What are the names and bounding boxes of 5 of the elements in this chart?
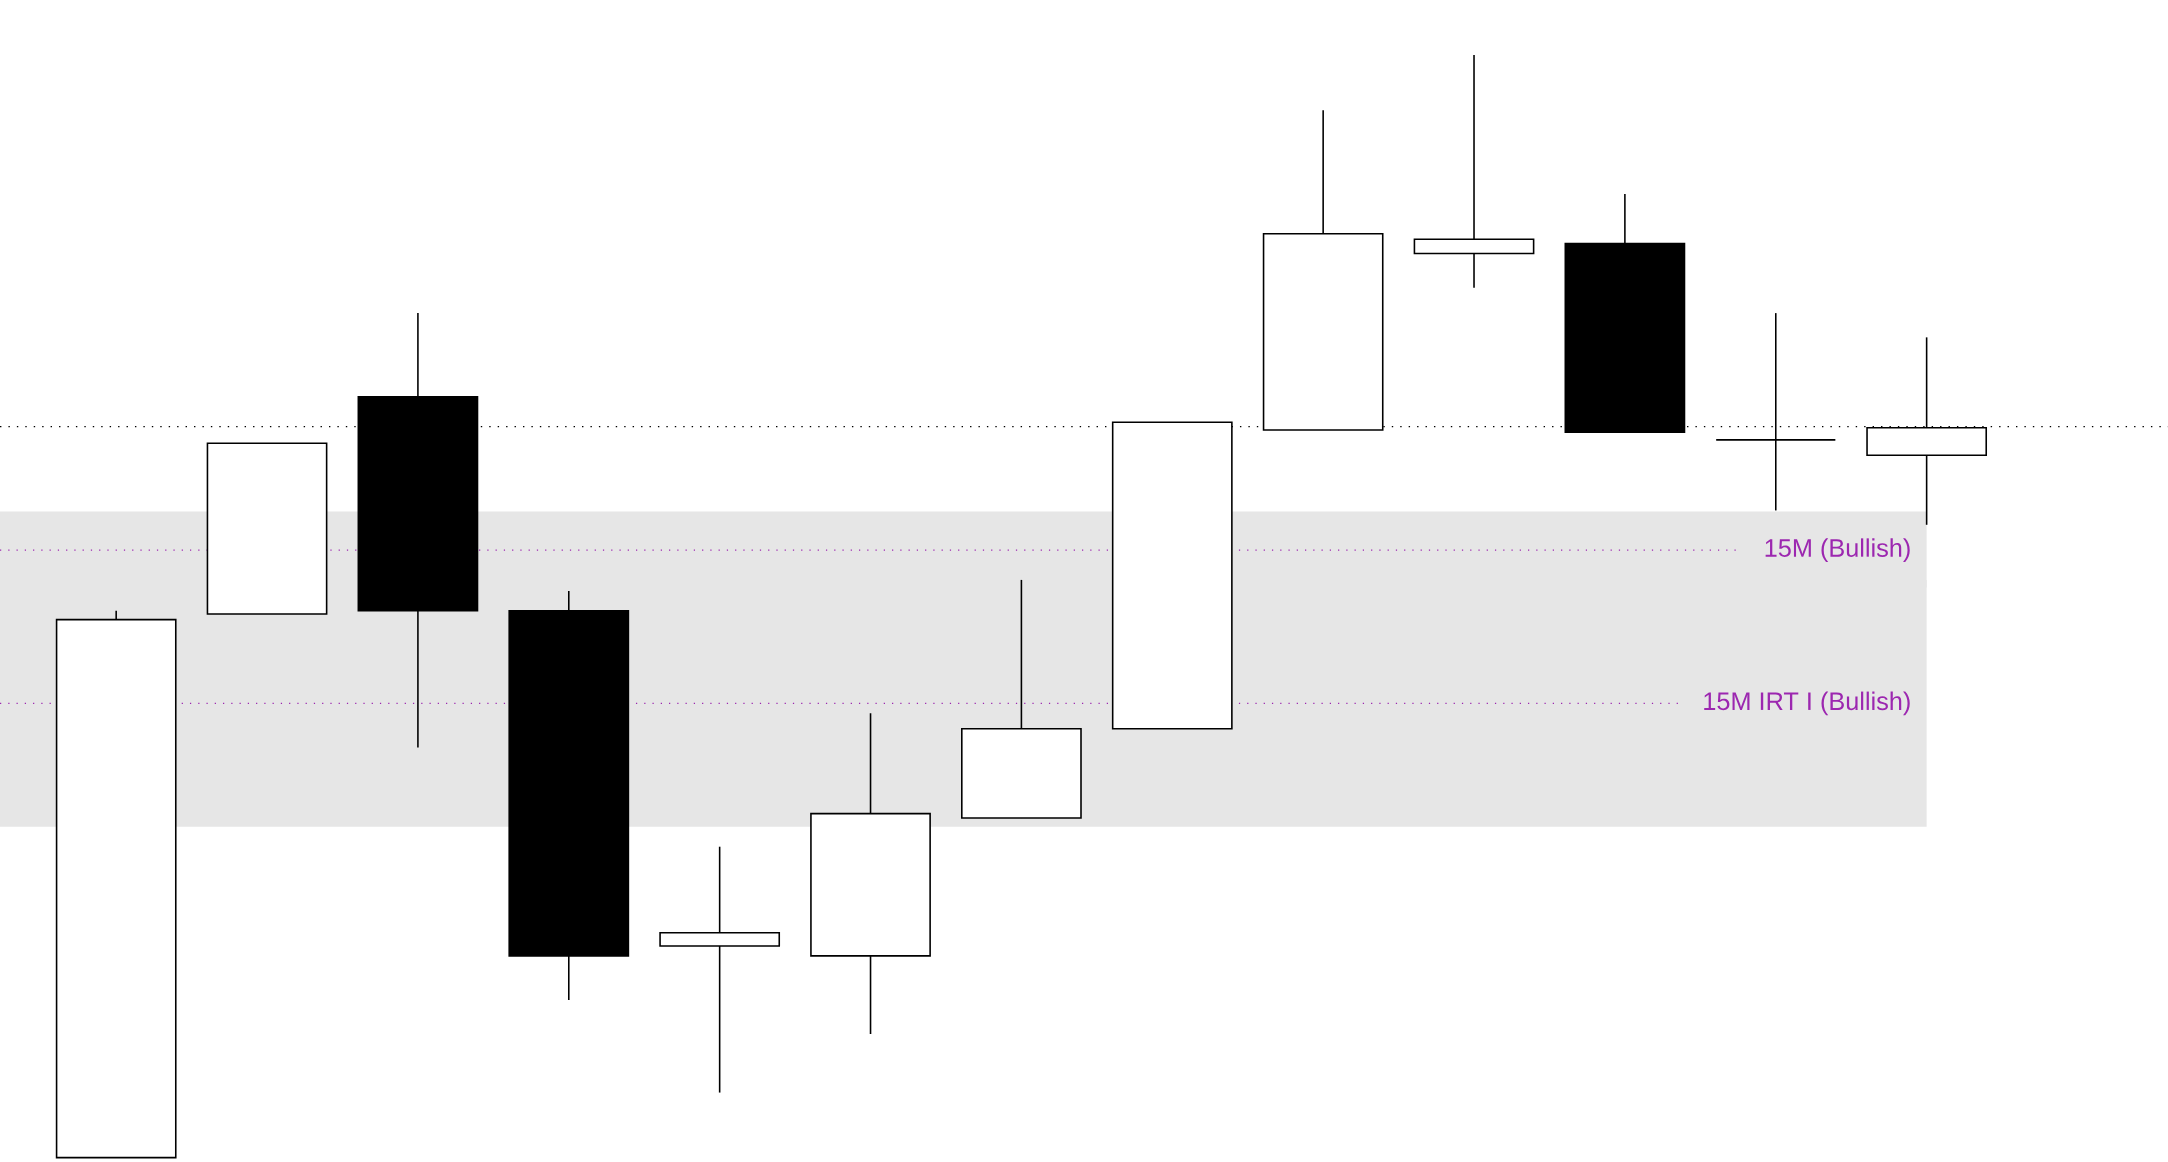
- ref-line-label: 15M IRT I (Bullish): [1704, 691, 1910, 716]
- candlestick: [659, 845, 781, 1094]
- ref-line-label: 15M (Bullish): [1765, 538, 1910, 562]
- candlestick: [1715, 312, 1837, 512]
- candlestick: [1413, 54, 1535, 289]
